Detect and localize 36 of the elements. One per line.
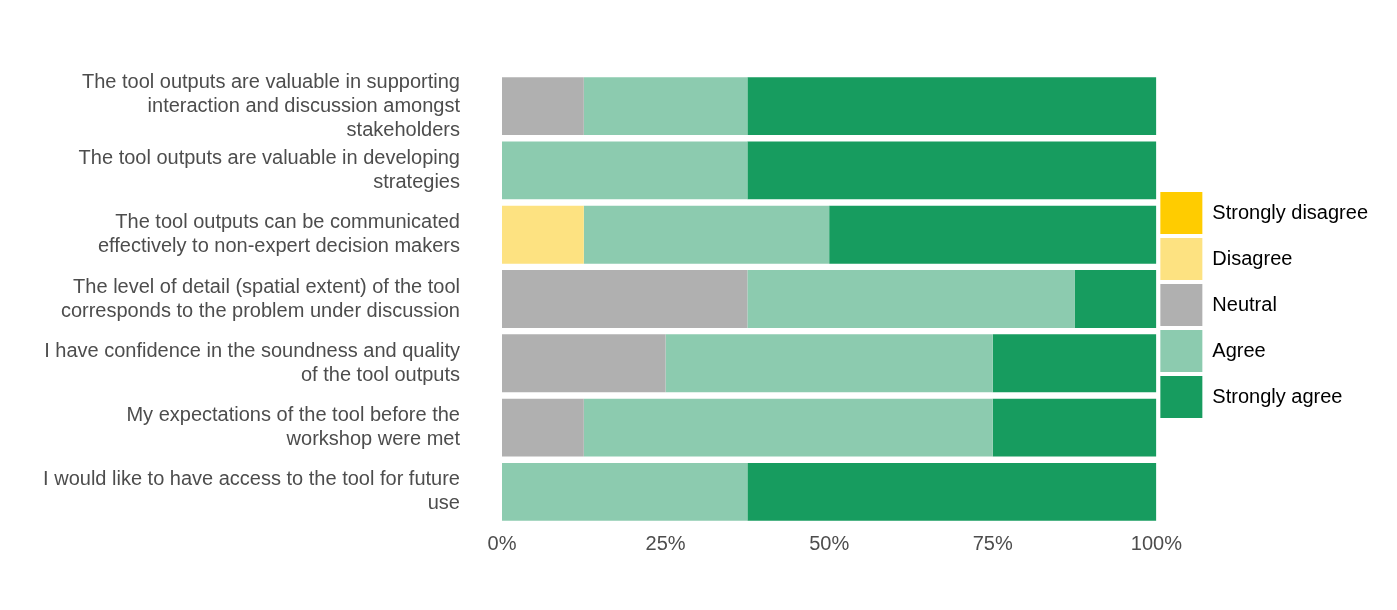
- y-tick-label: I have confidence in the soundness and quality of the tool outputs: [44, 338, 460, 385]
- bar: [992, 334, 1157, 393]
- bar: [1074, 270, 1157, 328]
- bar: [829, 205, 1157, 264]
- bar: [665, 334, 993, 393]
- bar: [502, 270, 748, 328]
- x-tick-label: 25%: [645, 531, 686, 554]
- bar: [992, 398, 1157, 457]
- y-tick-label: I would like to have access to the tool for future use: [43, 467, 460, 514]
- bar: [502, 398, 584, 457]
- x-tick-label: 50%: [809, 531, 850, 554]
- bar: [502, 205, 584, 264]
- legend-label: Strongly agree: [1212, 384, 1343, 407]
- bar: [502, 334, 666, 393]
- x-tick-label: 100%: [1130, 531, 1183, 554]
- bar: [747, 141, 1157, 200]
- bar: [502, 77, 584, 136]
- bar: [583, 77, 748, 136]
- y-tick-label: The tool outputs can be communicated effectively to non-expert decision makers: [97, 210, 460, 257]
- bar: [583, 205, 830, 264]
- x-tick-label: 0%: [487, 531, 517, 554]
- y-tick-label: The level of detail (spatial extent) of the tool corresponds to the problem under discussion: [60, 274, 460, 321]
- bar: [747, 462, 1157, 521]
- legend-label: Disagree: [1212, 246, 1293, 269]
- bar: [502, 141, 748, 200]
- legend-label: Agree: [1212, 338, 1266, 361]
- bar: [747, 77, 1157, 136]
- bar: [502, 462, 748, 521]
- bar: [583, 398, 993, 457]
- x-tick-label: 75%: [972, 531, 1013, 554]
- legend-label: Strongly disagree: [1212, 200, 1369, 223]
- y-tick-label: The tool outputs are valuable in developing strategies: [78, 145, 460, 192]
- bar: [747, 270, 1075, 328]
- y-tick-label: The tool outputs are valuable in supporting interaction and discussion amongst stakeholders: [81, 69, 461, 140]
- legend-label: Neutral: [1212, 292, 1277, 315]
- y-tick-label: My expectations of the tool before the workshop were met: [126, 403, 461, 450]
